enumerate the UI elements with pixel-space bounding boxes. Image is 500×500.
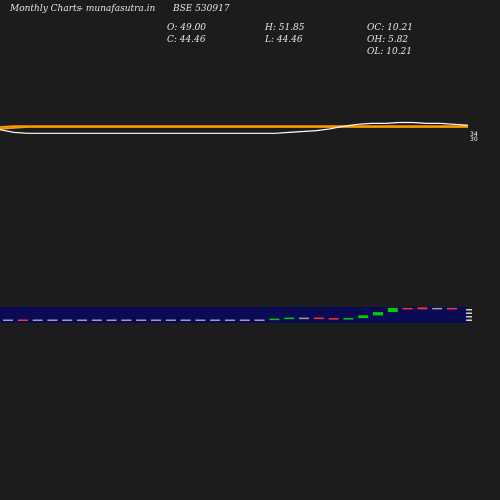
moving-average-panel [0, 121, 469, 134]
candle [32, 319, 43, 321]
high-value: H: 51.85 [265, 23, 305, 33]
candle [313, 317, 324, 320]
candle [402, 307, 413, 310]
candle [387, 307, 398, 313]
site-name[interactable]: - munafasutra.in [80, 4, 156, 14]
candle [432, 307, 443, 310]
candle [62, 319, 73, 321]
candle [239, 319, 250, 321]
candle [417, 307, 428, 310]
ma-line-2 [0, 125, 468, 128]
candle [328, 318, 339, 320]
candle [447, 307, 457, 310]
candle [343, 318, 354, 320]
open-low-change: OL: 10.21 [367, 47, 413, 57]
candle [106, 319, 117, 321]
candle [284, 317, 295, 320]
candle [151, 319, 161, 321]
candle [77, 319, 87, 321]
open-high-change: OH: 5.82 [367, 35, 409, 45]
chart-type-label: Monthly Charts [10, 4, 82, 14]
candle [195, 319, 206, 321]
open-value: O: 49.00 [167, 23, 207, 33]
candle [121, 319, 132, 321]
candle-panel [3, 307, 457, 321]
candle [180, 319, 191, 321]
ma-line-1 [0, 126, 468, 130]
stock-symbol: BSE 530917 [173, 4, 230, 14]
candle [91, 319, 102, 321]
candle [165, 319, 176, 321]
candle [17, 319, 28, 321]
candle [373, 312, 383, 316]
candle [299, 317, 309, 320]
candle [254, 319, 265, 321]
candle [136, 319, 147, 321]
candle-axis-tick [466, 316, 472, 318]
candle-axis-tick [466, 319, 472, 321]
low-value: L: 44.46 [265, 35, 303, 45]
ma-axis-label: 34 [470, 131, 478, 138]
open-close-change: OC: 10.21 [367, 23, 413, 33]
candle [3, 319, 13, 321]
candle-axis-tick [466, 312, 472, 314]
candle [358, 315, 369, 319]
candle [210, 319, 221, 321]
ma-line-3 [0, 121, 469, 134]
ma-axis-label: 30 [470, 136, 478, 143]
candle [47, 319, 58, 321]
candle-axis-tick [466, 309, 472, 311]
candle [225, 319, 235, 321]
candle [269, 318, 280, 321]
close-value: C: 44.46 [167, 35, 206, 45]
